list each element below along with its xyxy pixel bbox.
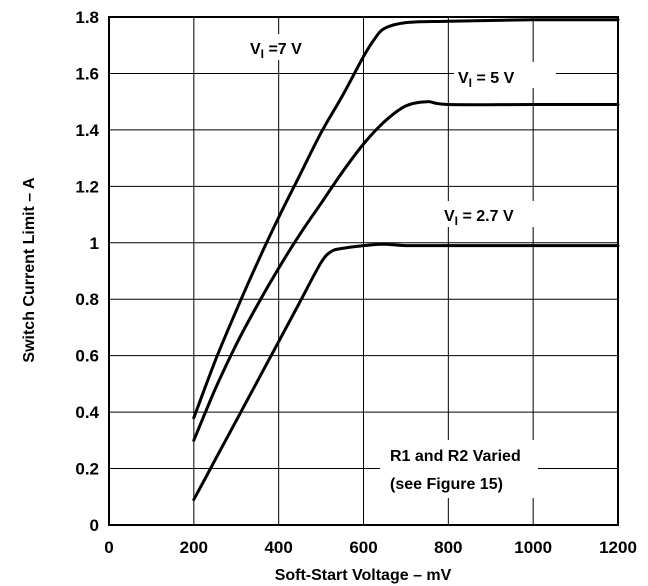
y-tick-label-2: 0.4 <box>75 403 99 422</box>
y-tick-label-9: 1.8 <box>75 8 99 27</box>
series-line-2 <box>192 242 620 502</box>
plot-frame <box>108 16 619 526</box>
y-tick-label-6: 1.2 <box>75 177 99 196</box>
grid <box>109 17 618 525</box>
series-label-bg-2-7v <box>438 201 556 227</box>
series-line-0 <box>192 18 620 420</box>
annotation-bg <box>380 440 538 498</box>
x-tick-label-4: 800 <box>434 538 462 557</box>
series-label-bg-5v <box>454 62 556 88</box>
y-axis-title: Switch Current Limit – A <box>21 177 38 363</box>
y-tick-label-1: 0.2 <box>75 460 99 479</box>
series-label-5v: VI = 5 V <box>458 70 515 90</box>
series-label-2-7v: VI = 2.7 V <box>444 208 514 228</box>
x-tick-label-2: 400 <box>264 538 292 557</box>
y-tick-label-3: 0.6 <box>75 347 99 366</box>
x-axis-title: Soft-Start Voltage – mV <box>275 567 452 584</box>
x-tick-label-3: 600 <box>349 538 377 557</box>
y-tick-label-5: 1 <box>90 234 99 253</box>
annotation-line-1: R1 and R2 Varied <box>390 448 521 465</box>
y-tick-label-8: 1.6 <box>75 64 99 83</box>
series-line-1 <box>192 100 620 442</box>
x-tick-label-6: 1200 <box>599 538 637 557</box>
series-lines <box>192 18 620 502</box>
x-tick-label-0: 0 <box>104 538 113 557</box>
series-label-7v: VI =7 V <box>250 41 302 61</box>
y-tick-labels: 0 0.2 0.4 0.6 0.8 1 1.2 1.4 1.6 1.8 <box>75 8 99 535</box>
y-tick-label-7: 1.4 <box>75 121 99 140</box>
annotation-line-2: (see Figure 15) <box>390 476 503 493</box>
x-tick-label-1: 200 <box>180 538 208 557</box>
x-tick-label-5: 1000 <box>514 538 552 557</box>
y-tick-label-0: 0 <box>90 516 99 535</box>
x-tick-labels: 0 200 400 600 800 1000 1200 <box>104 538 637 557</box>
series-label-bg-7v <box>243 34 335 60</box>
y-tick-label-4: 0.8 <box>75 290 99 309</box>
